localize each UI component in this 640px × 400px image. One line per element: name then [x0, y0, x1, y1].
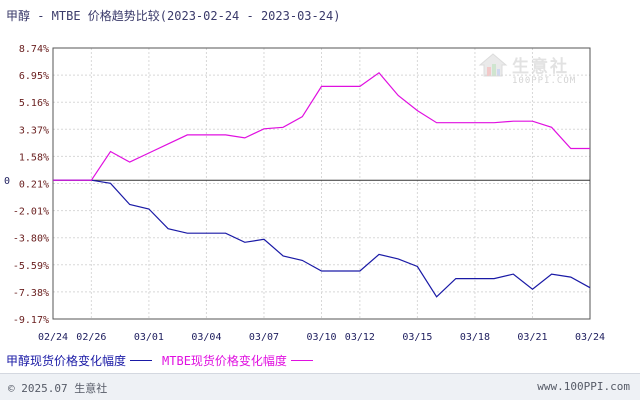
line-chart: 8.74% 6.95% 5.16% 3.37% 1.58% 0.21% -2.01% -3.8…: [4, 44, 605, 343]
chart-axes: [52, 47, 591, 320]
footer-site-link[interactable]: www.100PPI.com: [537, 380, 630, 393]
x-tick-label: 03/01: [134, 332, 164, 343]
footer-bar: © 2025.07 生意社 www.100PPI.com: [0, 373, 640, 400]
x-tick-label: 03/18: [460, 332, 490, 343]
chart-legend: 甲醇现货价格变化幅度 MTBE现货价格变化幅度: [6, 352, 323, 368]
plot-frame: [52, 47, 591, 320]
x-tick-label: 03/21: [517, 332, 547, 343]
y-tick-label: -5.59%: [13, 261, 49, 272]
x-tick-label: 02/24: [38, 332, 68, 343]
legend-item-methanol: 甲醇现货价格变化幅度: [6, 352, 153, 369]
series-line-mtbe: [53, 71, 590, 181]
watermark-name: 生意社: [512, 57, 569, 77]
footer-copyright: © 2025.07 生意社: [8, 382, 108, 395]
y-tick-label: 3.37%: [19, 125, 49, 136]
x-tick-label: 03/04: [191, 332, 221, 343]
grid-lines: [53, 48, 590, 319]
legend-label-mtbe: MTBE现货价格变化幅度: [162, 353, 287, 368]
watermark-url: 100PPI.COM: [512, 76, 577, 86]
x-tick-label: 03/07: [249, 332, 279, 343]
y-tick-label: 0.21%: [19, 180, 49, 191]
y-tick-label: -2.01%: [13, 207, 49, 218]
x-tick-label: 02/26: [76, 332, 106, 343]
y-tick-label: -7.38%: [13, 288, 49, 299]
legend-label-methanol: 甲醇现货价格变化幅度: [6, 353, 127, 368]
y-tick-label: 8.74%: [19, 44, 49, 55]
legend-item-mtbe: MTBE现货价格变化幅度: [162, 352, 313, 369]
series-line-methanol: [53, 179, 591, 298]
series-lines: [53, 71, 591, 298]
tick-labels: 8.74% 6.95% 5.16% 3.37% 1.58% 0.21% -2.01% -3.8…: [4, 44, 605, 343]
y-tick-label: 1.58%: [19, 152, 49, 163]
y-tick-label: -3.80%: [13, 234, 49, 245]
house-logo-icon: [478, 53, 508, 77]
watermark-logo: 生意社 100PPI.COM: [478, 52, 576, 86]
zero-label: 0: [4, 176, 10, 187]
y-tick-label: -9.17%: [13, 315, 49, 326]
x-tick-label: 03/10: [306, 332, 336, 343]
x-tick-label: 03/12: [345, 332, 375, 343]
x-tick-label: 03/15: [402, 332, 432, 343]
y-tick-label: 5.16%: [19, 98, 49, 109]
chart-title: 甲醇 - MTBE 价格趋势比较(2023-02-24 - 2023-03-24…: [6, 9, 341, 23]
legend-swatch-methanol: [130, 359, 153, 361]
y-tick-label: 6.95%: [19, 71, 49, 82]
legend-swatch-mtbe: [290, 359, 313, 361]
x-tick-label: 03/24: [575, 332, 605, 343]
